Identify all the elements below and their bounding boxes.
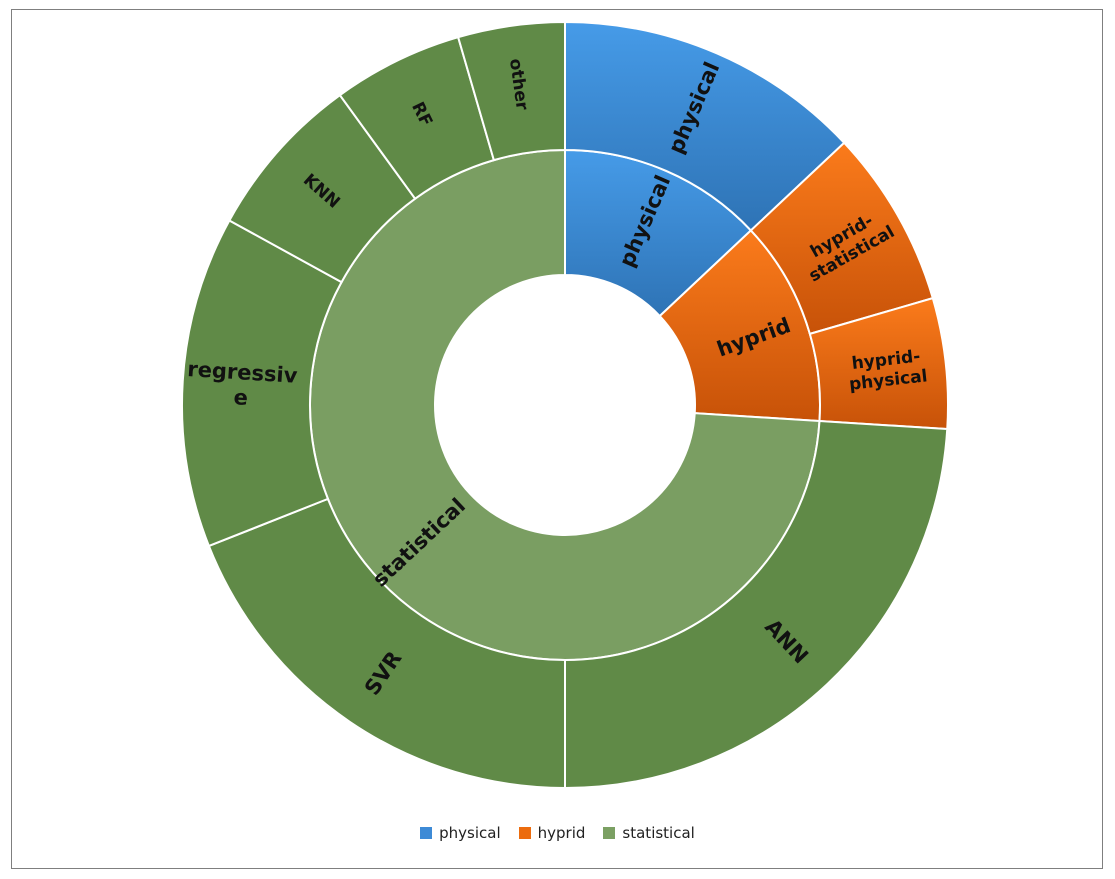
outer-segment-svr[interactable] [207,497,566,790]
legend-label-statistical: statistical [622,824,695,842]
label-outer-hyprid-physical: hyprid-physical [846,346,929,395]
legend-label-hyprid: hyprid [537,824,586,842]
legend-swatch-hyprid [518,827,531,839]
outer-segment-other[interactable] [456,20,566,162]
legend-item-statistical[interactable]: statistical [603,824,695,842]
outer-segment-ann[interactable] [564,419,949,790]
legend-label-physical: physical [439,824,501,842]
legend-swatch-statistical [603,827,616,839]
legend-item-physical[interactable]: physical [420,824,501,842]
legend-item-hyprid[interactable]: hyprid [518,824,586,842]
outer-ring [181,20,949,790]
legend: physical hyprid statistical [0,824,1115,842]
legend-swatch-physical [420,827,433,839]
